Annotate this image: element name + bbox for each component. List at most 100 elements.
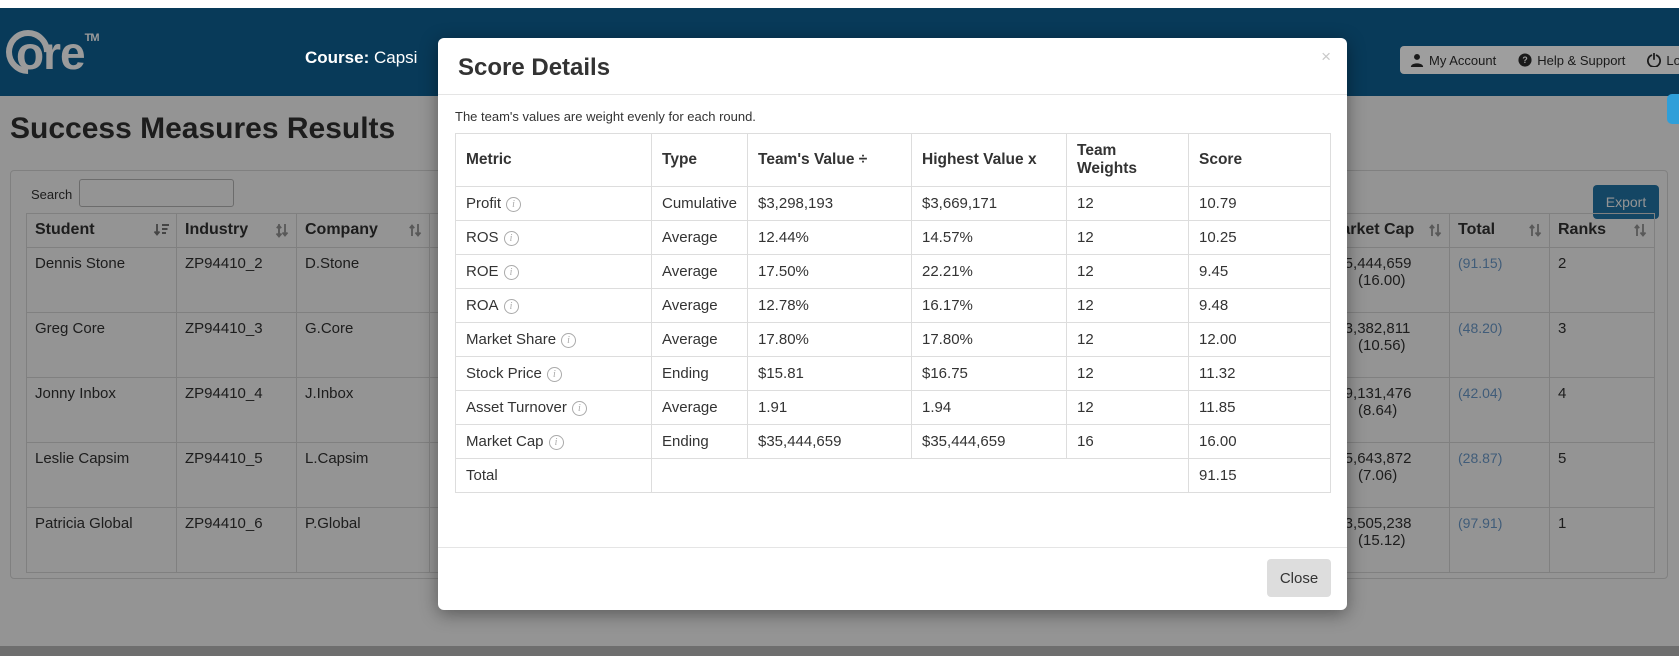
score-cell: 10.25 [1188,220,1331,255]
core-logo-text: oreTM [16,27,99,79]
my-account-label: My Account [1429,52,1497,68]
info-icon[interactable]: i [571,401,587,416]
column-label: Student [35,221,95,238]
score-header-row: Metric Type Team's Value ÷ Highest Value… [455,133,1331,187]
logout-menu-item[interactable]: Logout [1647,53,1679,68]
score-cell: 10.79 [1188,186,1331,221]
info-icon[interactable]: i [548,435,564,450]
metric-label: Asset Turnover [466,399,567,416]
svg-text:?: ? [1523,55,1528,65]
score-cell: 12.00 [1188,322,1331,357]
industry-cell: ZP94410_4 [176,377,297,443]
search-input[interactable] [79,179,234,207]
navbar: oreTM Course: Capsi My Account ? Help & … [0,8,1679,96]
sort-both-icon [274,223,290,243]
type-cell: Average [651,322,748,357]
close-icon[interactable]: × [1321,47,1331,66]
score-row: Profit i Cumulative $3,298,193 $3,669,171… [455,186,1331,221]
side-tab[interactable] [1667,94,1679,124]
total-score-link[interactable]: (28.87) [1458,450,1503,466]
metric-cell: Stock Price i [455,356,652,391]
sort-both-icon [407,223,423,243]
score-row: ROE i Average 17.50% 22.21% 12 9.45 [455,254,1331,289]
metric-label: Profit [466,195,502,212]
metric-label: Market Share [466,331,557,348]
score-total-row: Total 91.15 [455,458,1331,493]
column-header-total[interactable]: Total [1449,213,1550,248]
info-icon[interactable]: i [503,231,519,246]
score-col-metric: Metric [455,133,652,187]
type-cell: Ending [651,356,748,391]
highest-value-cell: $35,444,659 [911,424,1067,459]
help-support-menu-item[interactable]: ? Help & Support [1518,53,1625,68]
team-value-cell: $3,298,193 [747,186,912,221]
modal-body: The team's values are weight evenly for … [438,95,1347,493]
info-icon[interactable]: i [503,265,519,280]
info-icon[interactable]: i [546,367,562,382]
column-header-industry[interactable]: Industry [176,213,297,248]
search-label: Search [31,187,73,202]
course-label: Course: Capsi [305,48,417,68]
rank-cell: 3 [1549,312,1655,378]
weight-cell: 12 [1066,220,1189,255]
score-row: Stock Price i Ending $15.81 $16.75 12 11.… [455,356,1331,391]
weight-cell: 12 [1066,254,1189,289]
metric-cell: Profit i [455,186,652,221]
industry-cell: ZP94410_6 [176,507,297,573]
weight-cell: 12 [1066,288,1189,323]
total-score-link[interactable]: (42.04) [1458,385,1503,401]
info-icon[interactable]: i [503,299,519,314]
weight-cell: 12 [1066,186,1189,221]
footer-bar [0,646,1679,656]
market-cap-weight: (7.06) [1358,467,1398,484]
total-empty-cell [651,458,1189,493]
info-icon[interactable]: i [506,197,522,212]
total-cell: (97.91) [1449,507,1550,573]
total-cell: (91.15) [1449,247,1550,313]
highest-value-cell: 17.80% [911,322,1067,357]
sort-both-icon [1427,223,1443,243]
industry-cell: ZP94410_5 [176,442,297,508]
score-col-team-value: Team's Value ÷ [747,133,912,187]
modal-title: Score Details [458,54,611,81]
student-cell: Leslie Capsim [26,442,177,508]
help-icon: ? [1518,53,1532,67]
market-cap-weight: (16.00) [1358,272,1406,289]
type-cell: Ending [651,424,748,459]
score-cell: 11.85 [1188,390,1331,425]
weight-cell: 12 [1066,390,1189,425]
student-cell: Dennis Stone [26,247,177,313]
total-score-link[interactable]: (91.15) [1458,255,1503,271]
column-label: Ranks [1558,221,1607,238]
sort-amount-icon [153,223,170,243]
column-header-student[interactable]: Student [26,213,177,248]
weight-cell: 16 [1066,424,1189,459]
my-account-menu-item[interactable]: My Account [1410,53,1496,68]
company-cell: P.Global [296,507,430,573]
type-cell: Cumulative [651,186,748,221]
total-score-link[interactable]: (97.91) [1458,515,1503,531]
page-title: Success Measures Results [10,112,396,145]
team-value-cell: 17.80% [747,322,912,357]
team-value-cell: $35,444,659 [747,424,912,459]
help-support-label: Help & Support [1537,52,1626,68]
market-cap-weight: (15.12) [1358,532,1406,549]
highest-value-cell: 22.21% [911,254,1067,289]
weight-cell: 12 [1066,322,1189,357]
market-cap-value: $19,131,476 [1328,385,1412,402]
modal-header: Score Details × [438,38,1347,95]
student-cell: Patricia Global [26,507,177,573]
column-header-company[interactable]: Company [296,213,430,248]
total-cell: (48.20) [1449,312,1550,378]
rank-cell: 5 [1549,442,1655,508]
metric-cell: ROS i [455,220,652,255]
close-button[interactable]: Close [1267,559,1331,597]
total-score-cell: 91.15 [1188,458,1331,493]
column-header-ranks[interactable]: Ranks [1549,213,1655,248]
total-label-cell: Total [455,458,652,493]
info-icon[interactable]: i [561,333,577,348]
market-cap-weight: (8.64) [1358,402,1398,419]
total-cell: (42.04) [1449,377,1550,443]
core-logo[interactable]: oreTM [0,20,99,84]
total-score-link[interactable]: (48.20) [1458,320,1503,336]
